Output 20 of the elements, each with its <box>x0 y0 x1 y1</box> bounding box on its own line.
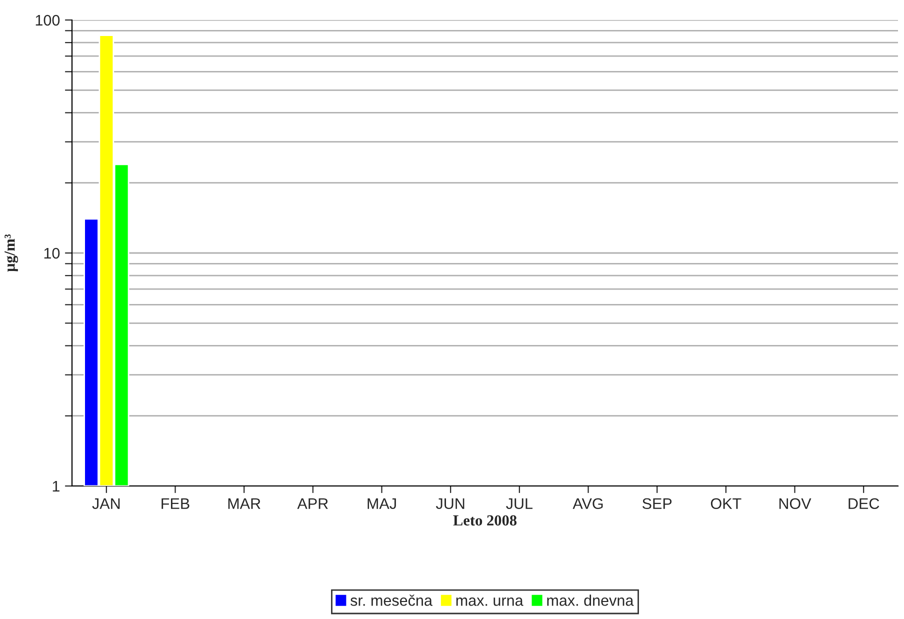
x-tick-label: JUN <box>436 498 464 510</box>
x-tick-label: MAJ <box>368 498 396 510</box>
y-axis-title: µg/m³ <box>4 234 18 272</box>
x-tick-label: SEP <box>642 498 672 510</box>
legend-label: sr. mesečna <box>350 594 432 606</box>
y-tick-label: 100 <box>36 14 60 26</box>
x-tick-label: JAN <box>92 498 120 510</box>
x-tick-label: DEC <box>848 498 880 510</box>
x-axis-title: Leto 2008 <box>453 515 517 526</box>
y-tick-label: 1 <box>52 481 60 492</box>
x-tick-label: FEB <box>162 498 190 509</box>
x-tick-label: APR <box>297 498 328 509</box>
x-tick-label: MAR <box>228 498 260 509</box>
x-tick-label: JUL <box>506 498 532 510</box>
legend-label: max. urna <box>456 598 524 606</box>
legend-label: max. dnevna <box>547 594 634 606</box>
x-tick-label: OKT <box>710 498 742 510</box>
x-tick-label: NOV <box>779 498 812 510</box>
y-tick-label: 10 <box>44 248 60 259</box>
x-tick-label: AVG <box>572 498 603 510</box>
